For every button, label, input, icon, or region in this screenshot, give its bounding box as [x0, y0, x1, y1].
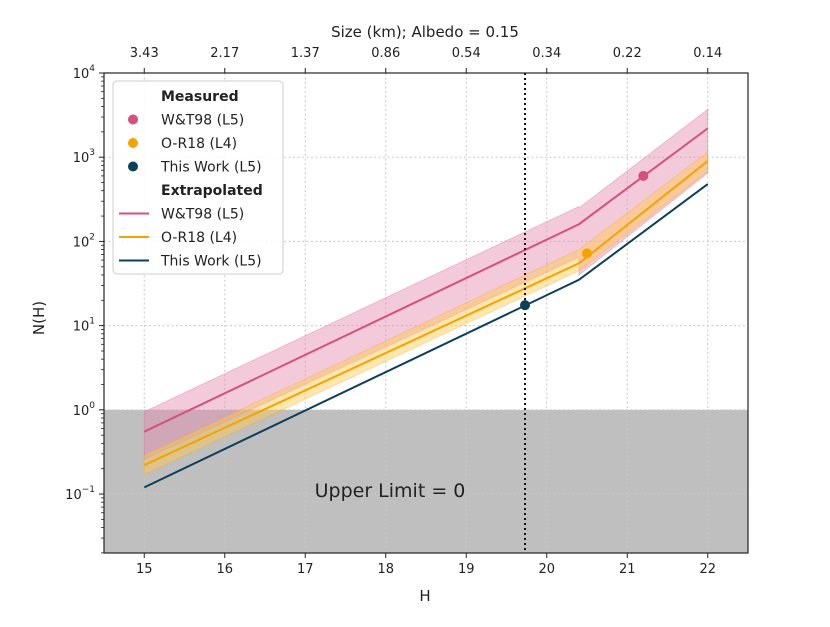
legend-marker: [128, 138, 138, 148]
upper-limit-label: Upper Limit = 0: [315, 480, 466, 502]
point-o-r18-l4-: [582, 248, 592, 259]
y-axis-title: N(H): [30, 301, 48, 335]
x-axis-title: H: [419, 587, 430, 605]
legend-extrapolated-header: Extrapolated: [161, 183, 263, 199]
legend-label: O-R18 (L4): [161, 230, 237, 246]
legend-marker: [128, 114, 138, 125]
point-w-t98-l5-: [638, 170, 649, 181]
point-this-work-l5-: [520, 300, 531, 311]
top-tick-label: 1.37: [291, 46, 320, 61]
plot-frame: [103, 72, 749, 554]
top-tick-label: 0.54: [452, 46, 481, 61]
y-tick-label: 102: [73, 232, 95, 250]
x-tick-label: 18: [377, 562, 394, 577]
top-tick-label: 0.22: [613, 46, 642, 61]
x-tick-label: 20: [538, 562, 555, 577]
x-tick-label: 22: [699, 562, 716, 577]
legend-measured-header: Measured: [161, 89, 239, 105]
top-tick-label: 2.17: [210, 46, 239, 61]
legend-box: [112, 80, 284, 275]
y-tick-label: 103: [73, 148, 95, 166]
legend-label: This Work (L5): [160, 160, 262, 176]
legend-label: W&T98 (L5): [161, 113, 244, 129]
x-tick-label: 16: [216, 562, 233, 577]
y-tick-label: 101: [73, 317, 95, 335]
legend-label: W&T98 (L5): [161, 207, 244, 223]
band-o-r18-l4-: [143, 151, 709, 476]
legend-marker: [128, 161, 138, 172]
top-tick-label: 0.14: [693, 46, 722, 61]
x-tick-label: 17: [297, 562, 314, 577]
legend-label: This Work (L5): [160, 254, 262, 270]
top-tick-label: 0.86: [371, 46, 400, 61]
band-w-t98-l5-: [143, 108, 709, 460]
x-tick-label: 15: [136, 562, 153, 577]
top-axis-title: Size (km); Albedo = 0.15: [331, 23, 519, 41]
line-this-work-l5-: [143, 183, 709, 489]
top-tick-label: 0.34: [532, 46, 561, 61]
y-tick-label: 10−1: [65, 485, 95, 503]
top-tick-label: 3.43: [130, 46, 159, 61]
line-o-r18-l4-: [143, 160, 709, 467]
x-tick-label: 19: [458, 562, 475, 577]
y-tick-label: 104: [73, 64, 96, 82]
y-tick-label: 100: [73, 401, 96, 419]
x-tick-label: 21: [619, 562, 636, 577]
line-w-t98-l5-: [143, 127, 709, 433]
legend-label: O-R18 (L4): [161, 136, 237, 152]
